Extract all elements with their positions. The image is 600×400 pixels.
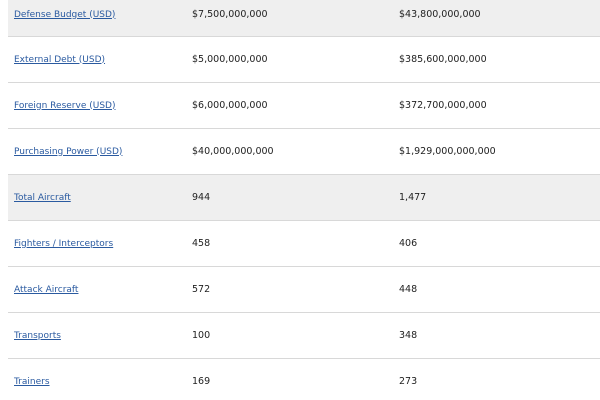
- row-label-link[interactable]: External Debt (USD): [14, 54, 106, 65]
- table-row: Transports 100 348: [8, 313, 600, 358]
- value-cell-left: 100: [192, 330, 211, 341]
- row-label-cell: Purchasing Power (USD): [14, 129, 122, 174]
- table-row: Attack Aircraft 572 448: [8, 267, 600, 312]
- value-cell-right: 1,477: [399, 192, 427, 203]
- table-row: Foreign Reserve (USD) $6,000,000,000 $37…: [8, 83, 600, 128]
- value-cell-left: $7,500,000,000: [192, 9, 268, 20]
- row-label-link[interactable]: Total Aircraft: [14, 192, 71, 203]
- table-row: Total Aircraft 944 1,477: [8, 175, 600, 220]
- row-label-link[interactable]: Attack Aircraft: [14, 284, 79, 295]
- row-label-link[interactable]: Purchasing Power (USD): [14, 146, 123, 157]
- value-cell-left: 944: [192, 192, 211, 203]
- value-cell-right: 348: [399, 330, 418, 341]
- row-divider: [8, 358, 600, 359]
- value-cell-left: 169: [192, 376, 211, 387]
- row-divider: [8, 174, 600, 175]
- row-label-cell: Foreign Reserve (USD): [14, 83, 115, 128]
- table-row: External Debt (USD) $5,000,000,000 $385,…: [8, 37, 600, 82]
- row-label-cell: Transports: [14, 313, 61, 358]
- value-cell-right: 406: [399, 238, 418, 249]
- row-divider: [8, 82, 600, 83]
- row-label-cell: Attack Aircraft: [14, 267, 78, 312]
- value-cell-right: $385,600,000,000: [399, 54, 487, 65]
- row-label-cell: Fighters / Interceptors: [14, 221, 113, 266]
- table-row: Trainers 169 273: [8, 359, 600, 400]
- table-row: Purchasing Power (USD) $40,000,000,000 $…: [8, 129, 600, 174]
- row-divider: [8, 220, 600, 221]
- value-cell-right: 273: [399, 376, 418, 387]
- value-cell-left: 572: [192, 284, 211, 295]
- row-label-link[interactable]: Trainers: [14, 376, 50, 387]
- row-label-cell: Trainers: [14, 359, 50, 400]
- row-label-link[interactable]: Defense Budget (USD): [14, 9, 116, 20]
- row-divider: [8, 128, 600, 129]
- value-cell-right: 448: [399, 284, 418, 295]
- row-label-link[interactable]: Fighters / Interceptors: [14, 238, 114, 249]
- value-cell-left: $6,000,000,000: [192, 100, 268, 111]
- row-divider: [8, 266, 600, 267]
- row-label-cell: Total Aircraft: [14, 175, 71, 220]
- row-label-link[interactable]: Foreign Reserve (USD): [14, 100, 116, 111]
- value-cell-right: $372,700,000,000: [399, 100, 487, 111]
- value-cell-left: 458: [192, 238, 211, 249]
- value-cell-right: $43,800,000,000: [399, 9, 481, 20]
- value-cell-left: $40,000,000,000: [192, 146, 274, 157]
- row-label-link[interactable]: Transports: [14, 330, 61, 341]
- row-divider: [8, 36, 600, 37]
- row-label-cell: Defense Budget (USD): [14, 0, 115, 37]
- table-row: Fighters / Interceptors 458 406: [8, 221, 600, 266]
- row-divider: [8, 312, 600, 313]
- value-cell-left: $5,000,000,000: [192, 54, 268, 65]
- value-cell-right: $1,929,000,000,000: [399, 146, 496, 157]
- row-label-cell: External Debt (USD): [14, 37, 105, 82]
- table-row: Defense Budget (USD) $7,500,000,000 $43,…: [8, 0, 600, 37]
